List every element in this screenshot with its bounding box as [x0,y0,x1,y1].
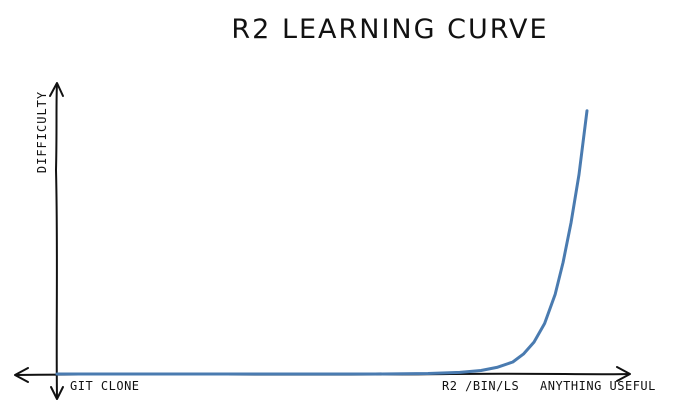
y-axis-arrow-bottom [50,386,64,400]
chart-title: R2 LEARNING CURVE [231,14,549,45]
x-axis-arrow-right [616,366,631,382]
y-axis-arrow-top [49,82,64,97]
series-line-0 [55,109,589,376]
chart-marks [55,109,589,376]
x-axis-arrow-left [14,367,29,383]
x-tick-label-r2-bin-ls: R2 /BIN/LS [442,379,520,393]
x-tick-label-anything-useful: ANYTHING USEFUL [540,379,656,393]
axes [14,82,631,400]
x-tick-label-git-clone: GIT CLONE [70,379,140,393]
y-axis-line [55,83,58,399]
y-axis-label: DIFFICULTY [35,90,49,174]
